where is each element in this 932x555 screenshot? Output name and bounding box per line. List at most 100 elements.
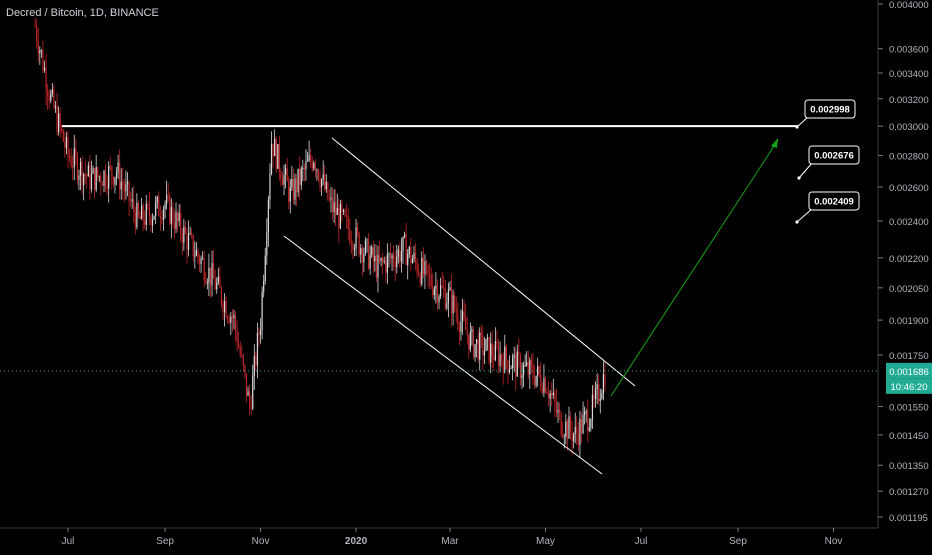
candle-body [346,215,348,217]
candle-body [264,255,266,282]
candle-body [458,325,460,333]
candle-body [530,360,532,366]
candle-body [228,318,230,323]
candle-body [391,255,393,259]
candle-body [310,154,312,162]
candle-body [497,347,500,366]
candle-body [136,202,138,228]
candle-body [485,339,487,351]
candle-body [443,287,445,289]
candle-body [78,175,80,180]
price-tick-label: 0.003200 [889,95,929,106]
candle-body [292,178,295,200]
candle-body [425,261,428,266]
candle-body [272,143,274,157]
candle-body [183,226,185,243]
candle-body [54,106,57,108]
callout-anchor-dot [797,176,801,180]
candle-body [393,255,395,263]
candle-body [294,178,296,200]
candle-body [125,183,127,192]
time-tick-label: Nov [825,536,843,547]
time-tick-label: Sep [156,536,174,547]
candle-body [270,143,273,174]
candle-body [475,339,478,345]
candle-body [474,344,476,357]
channel-lower-line [283,235,603,475]
candle-body [389,254,392,259]
chart-title: Decred / Bitcoin, 1D, BINANCE [6,7,159,19]
candle-body [403,234,406,237]
candle-body [139,215,141,220]
candle-body [36,26,38,41]
candle-body [94,168,96,191]
candle-body [414,253,417,262]
candle-body [577,433,579,445]
price-tick-label: 0.001270 [889,487,929,498]
candle-body [202,258,204,260]
candle-body [87,165,89,177]
candle-body [486,337,489,340]
candle-body [516,351,518,377]
candle-body [512,357,514,369]
candle-body [281,179,284,185]
candle-body [502,360,504,373]
candle-body [278,144,280,172]
candle-body [255,355,257,366]
candle-body [436,285,439,303]
candle-body [206,282,208,284]
candle-body [258,332,260,336]
candle-body [269,173,271,200]
candle-body [335,202,337,215]
candle-body [144,221,146,225]
candle-body [327,181,329,200]
candle-body [413,253,415,260]
candle-body [375,255,378,278]
drawings-group: 0.002998 0.002676 0.002409 0.001686 10:46:20 [0,99,932,475]
candle-body [115,172,118,178]
candle-body [161,217,163,220]
candle-body [159,215,161,218]
candle-body [131,199,133,202]
candle-body [410,247,412,263]
candle-body [64,141,66,148]
candle-body [496,341,498,348]
candle-body [197,250,199,257]
candle-body [203,258,205,281]
candle-body [432,286,434,296]
candle-body [43,67,46,71]
price-tick-label: 0.002050 [889,284,929,295]
candle-body [411,259,414,263]
candle-body [186,233,188,250]
candle-body [339,204,341,229]
candle-body [219,276,221,288]
candle-body [173,222,176,229]
candle-body [313,163,315,169]
candle-body [217,276,219,283]
time-tick-label: Mar [441,536,459,547]
candle-body [242,355,244,366]
candle-body [377,255,379,278]
candle-body [596,384,598,390]
candle-body [331,197,334,213]
candle-body [465,318,467,330]
candle-body [439,285,442,297]
candle-body [319,179,321,187]
candle-body [544,378,547,392]
candle-body [62,130,64,142]
candle-body [371,247,373,256]
candle-body [429,273,431,276]
candle-body [397,249,399,257]
price-tick-label: 0.003400 [889,69,929,80]
candle-body [380,257,382,262]
candle-body [367,239,370,269]
candle-body [463,311,465,319]
candle-body [275,138,277,169]
candle-body [100,176,102,184]
candle-body [109,166,111,167]
current-price-tag [886,362,932,379]
candle-body [529,360,531,375]
candle-body [92,168,94,174]
